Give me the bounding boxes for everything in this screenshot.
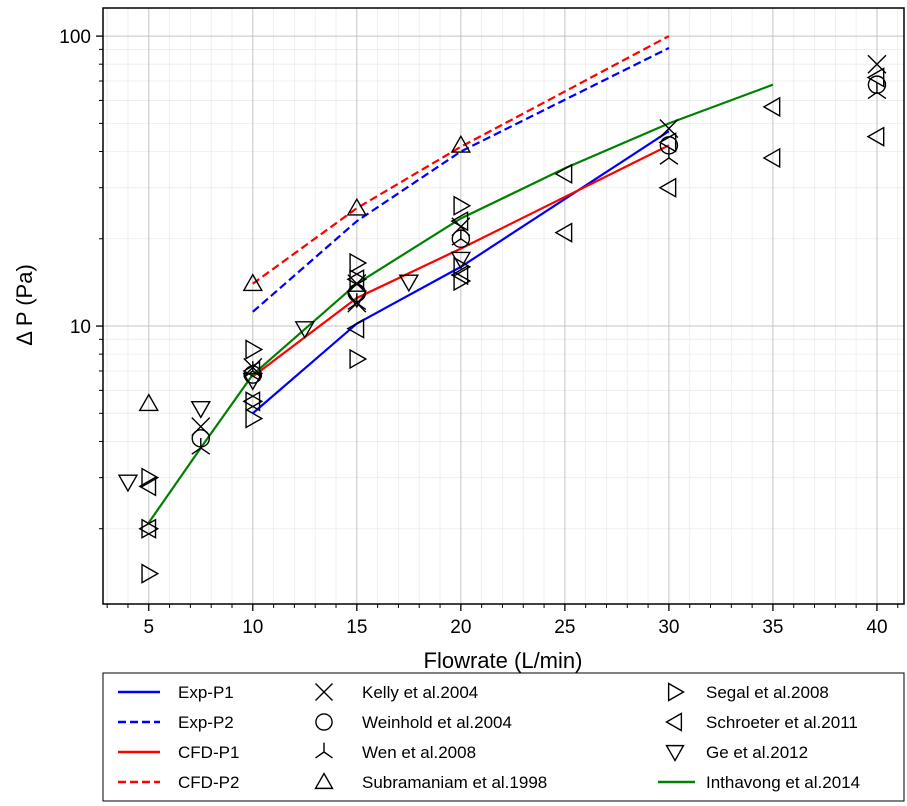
marker-ge-et-al-2012 [117, 474, 139, 493]
grid [103, 8, 904, 604]
marker-schroeter-et-al-2011 [658, 177, 677, 198]
marker-schroeter-et-al-2011 [242, 391, 261, 412]
x-tick-label: 25 [554, 617, 575, 638]
legend-label-exp-p2: Exp-P2 [178, 713, 234, 732]
x-axis-label: Flowrate (L/min) [424, 648, 583, 673]
plot-area [117, 35, 887, 584]
marker-wen-et-al-2008 [867, 82, 887, 100]
series-line-exp-p2 [252, 47, 670, 313]
legend-label-cfd-p1: CFD-P1 [178, 743, 239, 762]
marker-ge-et-al-2012 [242, 372, 264, 391]
marker-schroeter-et-al-2011 [866, 126, 885, 147]
legend-label-cfd-p2: CFD-P2 [178, 773, 239, 792]
x-tick-label: 40 [866, 617, 887, 638]
plot-frame [102, 7, 905, 605]
marker-subramaniam-et-al-1998 [346, 197, 368, 216]
marker-schroeter-et-al-2011 [762, 96, 781, 118]
legend-label-schroeter-et-al-2011: Schroeter et al.2011 [706, 713, 858, 732]
legend-handle-schroeter-et-al-2011 [665, 712, 683, 732]
marker-schroeter-et-al-2011 [346, 269, 365, 290]
marker-ge-et-al-2012 [294, 321, 316, 340]
legend-label-kelly-et-al-2004: Kelly et al.2004 [362, 683, 478, 702]
marker-weinhold-et-al-2004 [867, 75, 887, 94]
marker-segal-et-al-2008 [245, 339, 264, 360]
marker-segal-et-al-2008 [349, 348, 368, 370]
marker-wen-et-al-2008 [659, 148, 679, 165]
marker-wen-et-al-2008 [191, 437, 211, 455]
series-line-cfd-p2 [252, 35, 670, 285]
marker-segal-et-al-2008 [245, 391, 264, 412]
marker-segal-et-al-2008 [453, 256, 472, 278]
marker-ge-et-al-2012 [346, 290, 368, 309]
x-tick-label: 35 [762, 617, 783, 638]
legend-handle-weinhold-et-al-2004 [315, 713, 333, 731]
series-markers [117, 54, 887, 584]
marker-schroeter-et-al-2011 [866, 67, 885, 88]
marker-segal-et-al-2008 [349, 269, 368, 290]
marker-schroeter-et-al-2011 [346, 318, 365, 339]
marker-schroeter-et-al-2011 [138, 518, 157, 539]
marker-segal-et-al-2008 [141, 518, 160, 539]
x-tick-label: 15 [346, 617, 367, 638]
x-tick-label: 10 [242, 617, 263, 638]
legend-label-subramaniam-et-al-1998: Subramaniam et al.1998 [362, 773, 547, 792]
legend-label-segal-et-al-2008: Segal et al.2008 [706, 683, 829, 702]
marker-schroeter-et-al-2011 [138, 476, 157, 497]
legend-label-wen-et-al-2008: Wen et al.2008 [362, 743, 476, 762]
marker-kelly-et-al-2004 [867, 54, 887, 74]
y-tick-label: 100 [59, 27, 91, 48]
marker-schroeter-et-al-2011 [554, 163, 573, 185]
marker-ge-et-al-2012 [450, 251, 472, 270]
legend-handle-segal-et-al-2008 [667, 682, 685, 702]
legend-label-ge-et-al-2012: Ge et al.2012 [706, 743, 808, 762]
marker-segal-et-al-2008 [141, 467, 160, 488]
marker-segal-et-al-2008 [245, 408, 264, 429]
marker-schroeter-et-al-2011 [554, 222, 573, 243]
marker-segal-et-al-2008 [141, 563, 160, 584]
marker-subramaniam-et-al-1998 [450, 134, 472, 153]
x-tick-label: 5 [143, 617, 154, 638]
x-tick-label: 20 [450, 617, 471, 638]
marker-wen-et-al-2008 [451, 228, 471, 246]
marker-schroeter-et-al-2011 [450, 264, 469, 286]
axis-ticks: 5 10 15 20 25 30 35 40 10 100 [59, 27, 899, 638]
legend-frame [102, 672, 905, 802]
legend-handle-subramaniam-et-al-1998 [314, 772, 334, 790]
series-line-exp-p1 [252, 130, 670, 415]
legend-label-weinhold-et-al-2004: Weinhold et al.2004 [362, 713, 512, 732]
marker-subramaniam-et-al-1998 [242, 273, 264, 292]
marker-subramaniam-et-al-1998 [138, 393, 159, 412]
legend-handle-wen-et-al-2008 [315, 742, 333, 759]
legend: Exp-P1 Exp-P2 CFD-P1 CFD-P2 Kelly et al.2004… [102, 672, 905, 802]
x-tick-label: 30 [658, 617, 679, 638]
y-axis-label: Δ P (Pa) [12, 264, 37, 346]
legend-label-inthavong-et-al-2014: Inthavong et al.2014 [706, 773, 860, 792]
legend-handle-ge-et-al-2012 [665, 744, 685, 762]
marker-ge-et-al-2012 [190, 400, 211, 419]
marker-segal-et-al-2008 [349, 252, 368, 274]
marker-schroeter-et-al-2011 [450, 210, 469, 232]
legend-handle-kelly-et-al-2004 [315, 683, 333, 701]
marker-schroeter-et-al-2011 [658, 132, 677, 153]
marker-schroeter-et-al-2011 [762, 147, 781, 169]
legend-label-exp-p1: Exp-P1 [178, 683, 234, 702]
y-tick-label: 10 [70, 317, 91, 338]
marker-ge-et-al-2012 [398, 274, 420, 293]
marker-segal-et-al-2008 [453, 195, 472, 216]
marker-segal-et-al-2008 [453, 270, 472, 292]
marker-schroeter-et-al-2011 [242, 360, 261, 382]
